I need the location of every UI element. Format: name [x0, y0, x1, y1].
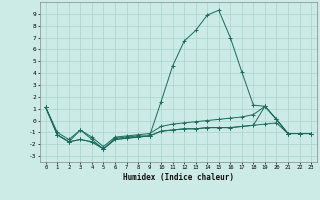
X-axis label: Humidex (Indice chaleur): Humidex (Indice chaleur) — [123, 173, 234, 182]
